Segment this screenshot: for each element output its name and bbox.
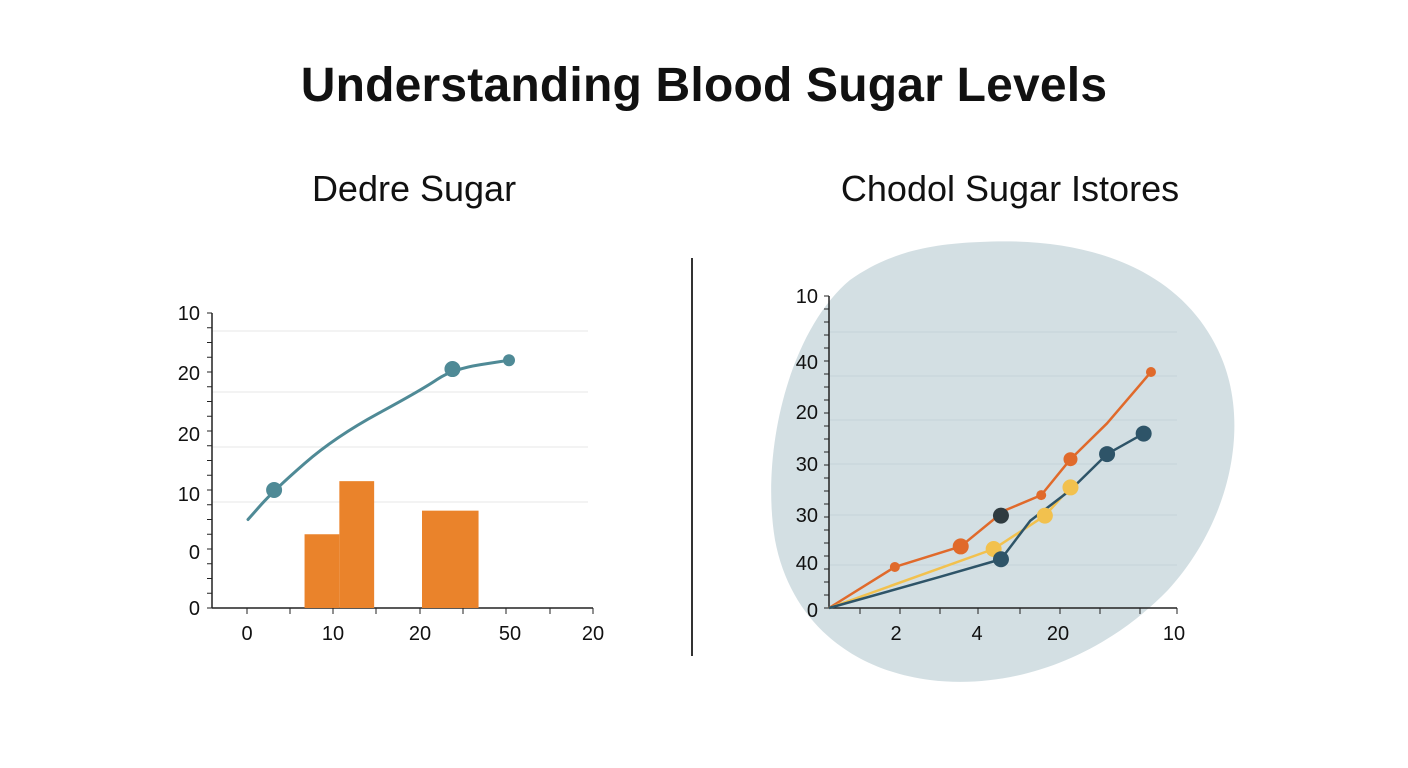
- series-line: [828, 486, 1072, 610]
- x-tick-label: 50: [499, 623, 521, 645]
- x-tick-label: 10: [322, 623, 344, 645]
- left-chart-title: Dedre Sugar: [311, 168, 517, 209]
- panel-divider: [691, 258, 693, 656]
- data-point: [952, 538, 969, 555]
- bar: [422, 510, 479, 608]
- y-tick-label: 0: [189, 598, 200, 620]
- page-title: Understanding Blood Sugar Levels: [300, 59, 1108, 112]
- x-tick-label: 4: [971, 623, 982, 645]
- data-point: [889, 561, 900, 572]
- data-point: [503, 354, 515, 367]
- x-tick-label: 20: [409, 623, 431, 645]
- y-tick-label: 20: [178, 424, 200, 446]
- data-point: [1135, 425, 1152, 442]
- data-point: [992, 551, 1009, 568]
- x-tick-label: 0: [241, 623, 252, 645]
- data-point: [1036, 507, 1053, 524]
- data-point: [1099, 446, 1116, 463]
- data-point: [1063, 452, 1078, 467]
- y-tick-label: 40: [796, 553, 818, 575]
- y-tick-label: 20: [178, 363, 200, 385]
- bar: [304, 534, 340, 608]
- data-point: [992, 507, 1009, 524]
- series-line: [828, 371, 1152, 610]
- series-line: [246, 358, 511, 521]
- y-tick-label: 0: [807, 600, 818, 622]
- y-tick-label: 40: [796, 352, 818, 374]
- data-point: [266, 482, 283, 498]
- x-tick-label: 10: [1163, 623, 1185, 645]
- y-tick-label: 10: [178, 303, 200, 325]
- data-point: [1145, 367, 1156, 377]
- data-point: [444, 361, 461, 378]
- y-tick-label: 30: [796, 505, 818, 527]
- x-tick-label: 20: [582, 623, 604, 645]
- right-chart-title: Chodol Sugar Istores: [840, 168, 1180, 209]
- data-point: [1036, 490, 1047, 501]
- x-tick-label: 20: [1047, 623, 1069, 645]
- y-tick-label: 20: [796, 402, 818, 424]
- bar: [339, 481, 375, 608]
- data-point: [1062, 479, 1079, 496]
- y-tick-label: 0: [189, 542, 200, 564]
- y-tick-label: 30: [796, 454, 818, 476]
- y-tick-label: 10: [796, 286, 818, 308]
- y-tick-label: 10: [178, 484, 200, 506]
- x-tick-label: 2: [890, 623, 901, 645]
- chart-background-blob: [771, 241, 1235, 682]
